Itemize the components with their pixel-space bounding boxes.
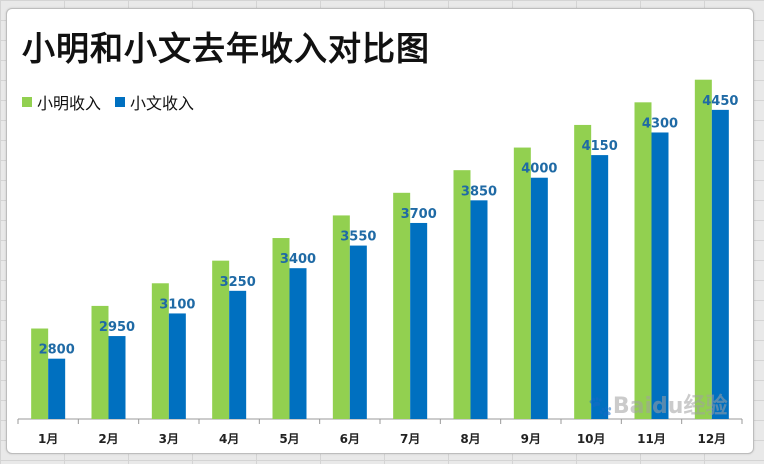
paw-logo-icon: 🐾 <box>588 394 613 418</box>
bar-series-1[interactable] <box>91 305 109 419</box>
legend-label-series-2: 小文收入 <box>130 94 195 113</box>
baidu-watermark: 🐾Baidu经验 <box>588 388 728 420</box>
data-label: 4000 <box>521 162 557 177</box>
chart-title: 小明和小文去年收入对比图 <box>22 29 430 68</box>
data-label: 3250 <box>220 275 256 290</box>
data-label: 3100 <box>159 297 195 312</box>
data-label: 3850 <box>461 184 497 199</box>
bar-series-2[interactable] <box>470 200 488 419</box>
x-tick-label: 8月 <box>460 432 480 446</box>
data-label: 4450 <box>702 94 738 109</box>
data-label: 4300 <box>642 116 678 131</box>
data-label: 2950 <box>99 320 135 335</box>
x-tick-label: 5月 <box>279 432 299 446</box>
data-label: 3700 <box>401 207 437 222</box>
bar-series-1[interactable] <box>151 283 169 419</box>
bar-series-2[interactable] <box>168 313 186 419</box>
bar-series-1[interactable] <box>393 192 411 419</box>
x-tick-label: 1月 <box>38 432 58 446</box>
legend-item-series-2: 小文收入 <box>115 90 194 114</box>
x-tick-label: 10月 <box>577 432 606 446</box>
chart-area[interactable] <box>6 8 754 454</box>
bar-series-1[interactable] <box>453 170 471 419</box>
x-tick-label: 2月 <box>98 432 118 446</box>
bar-series-2[interactable] <box>229 290 247 419</box>
data-label: 3400 <box>280 252 316 267</box>
x-tick-label: 4月 <box>219 432 239 446</box>
data-label: 4150 <box>582 139 618 154</box>
bar-series-2[interactable] <box>108 336 126 419</box>
watermark-brand: Baidu <box>612 394 684 419</box>
chart-legend: 小明收入 小文收入 <box>22 90 194 114</box>
bar-series-1[interactable] <box>513 147 531 419</box>
bar-series-2[interactable] <box>530 177 548 419</box>
x-tick-label: 9月 <box>521 432 541 446</box>
data-label: 2800 <box>39 343 75 358</box>
legend-label-series-1: 小明收入 <box>37 94 102 113</box>
bar-series-1[interactable] <box>212 260 230 419</box>
x-tick-label: 3月 <box>159 432 179 446</box>
bar-series-2[interactable] <box>349 245 367 419</box>
bar-series-2[interactable] <box>410 222 428 419</box>
bar-series-1[interactable] <box>634 102 652 419</box>
bar-series-1[interactable] <box>31 328 49 419</box>
x-tick-label: 11月 <box>637 432 666 446</box>
bar-series-2[interactable] <box>591 155 609 419</box>
bar-series-2[interactable] <box>289 268 307 419</box>
watermark-suffix: 经验 <box>683 394 728 419</box>
bar-series-1[interactable] <box>272 238 290 419</box>
bar-series-1[interactable] <box>694 79 712 419</box>
bar-series-2[interactable] <box>711 109 729 420</box>
bar-series-2[interactable] <box>48 358 66 419</box>
bar-series-2[interactable] <box>651 132 669 420</box>
data-label: 3550 <box>340 230 376 245</box>
legend-swatch-series-2 <box>115 97 126 107</box>
x-tick-label: 7月 <box>400 432 420 446</box>
legend-item-series-1: 小明收入 <box>22 90 101 114</box>
x-tick-label: 6月 <box>340 432 360 446</box>
bar-series-1[interactable] <box>332 215 350 419</box>
legend-swatch-series-1 <box>22 97 32 107</box>
x-tick-label: 12月 <box>697 432 726 446</box>
bar-series-1[interactable] <box>574 124 592 419</box>
